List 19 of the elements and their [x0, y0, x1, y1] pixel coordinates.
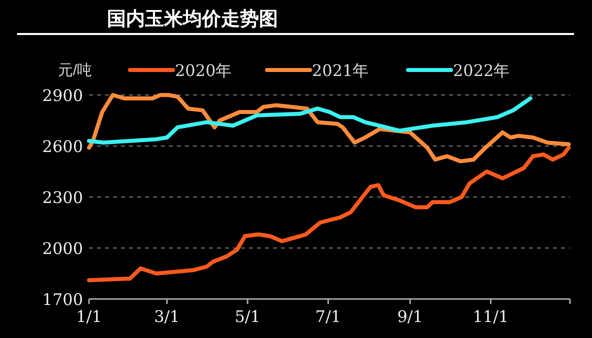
- legend-label: 2022年: [453, 61, 510, 80]
- line-series: [87, 96, 532, 145]
- y-axis-title: 元/吨: [58, 62, 92, 79]
- chart-title: 国内玉米均价走势图: [107, 8, 278, 30]
- y-tick-label: 2600: [42, 137, 83, 156]
- y-tick-label: 2000: [42, 239, 83, 258]
- x-tick-label: 9/1: [397, 307, 423, 326]
- line-series: [87, 93, 571, 164]
- y-tick-label: 1700: [42, 290, 83, 309]
- x-tick-label: 3/1: [154, 307, 180, 326]
- legend-label: 2021年: [312, 61, 369, 80]
- legend-label: 2020年: [175, 61, 232, 80]
- x-tick-label: 1/1: [76, 307, 102, 326]
- y-tick-label: 2900: [42, 86, 83, 105]
- x-tick-label: 11/1: [472, 307, 509, 326]
- x-tick-label: 7/1: [315, 307, 342, 326]
- line-series: [87, 146, 571, 282]
- y-tick-label: 2300: [42, 188, 83, 207]
- x-tick-label: 5/1: [234, 307, 260, 326]
